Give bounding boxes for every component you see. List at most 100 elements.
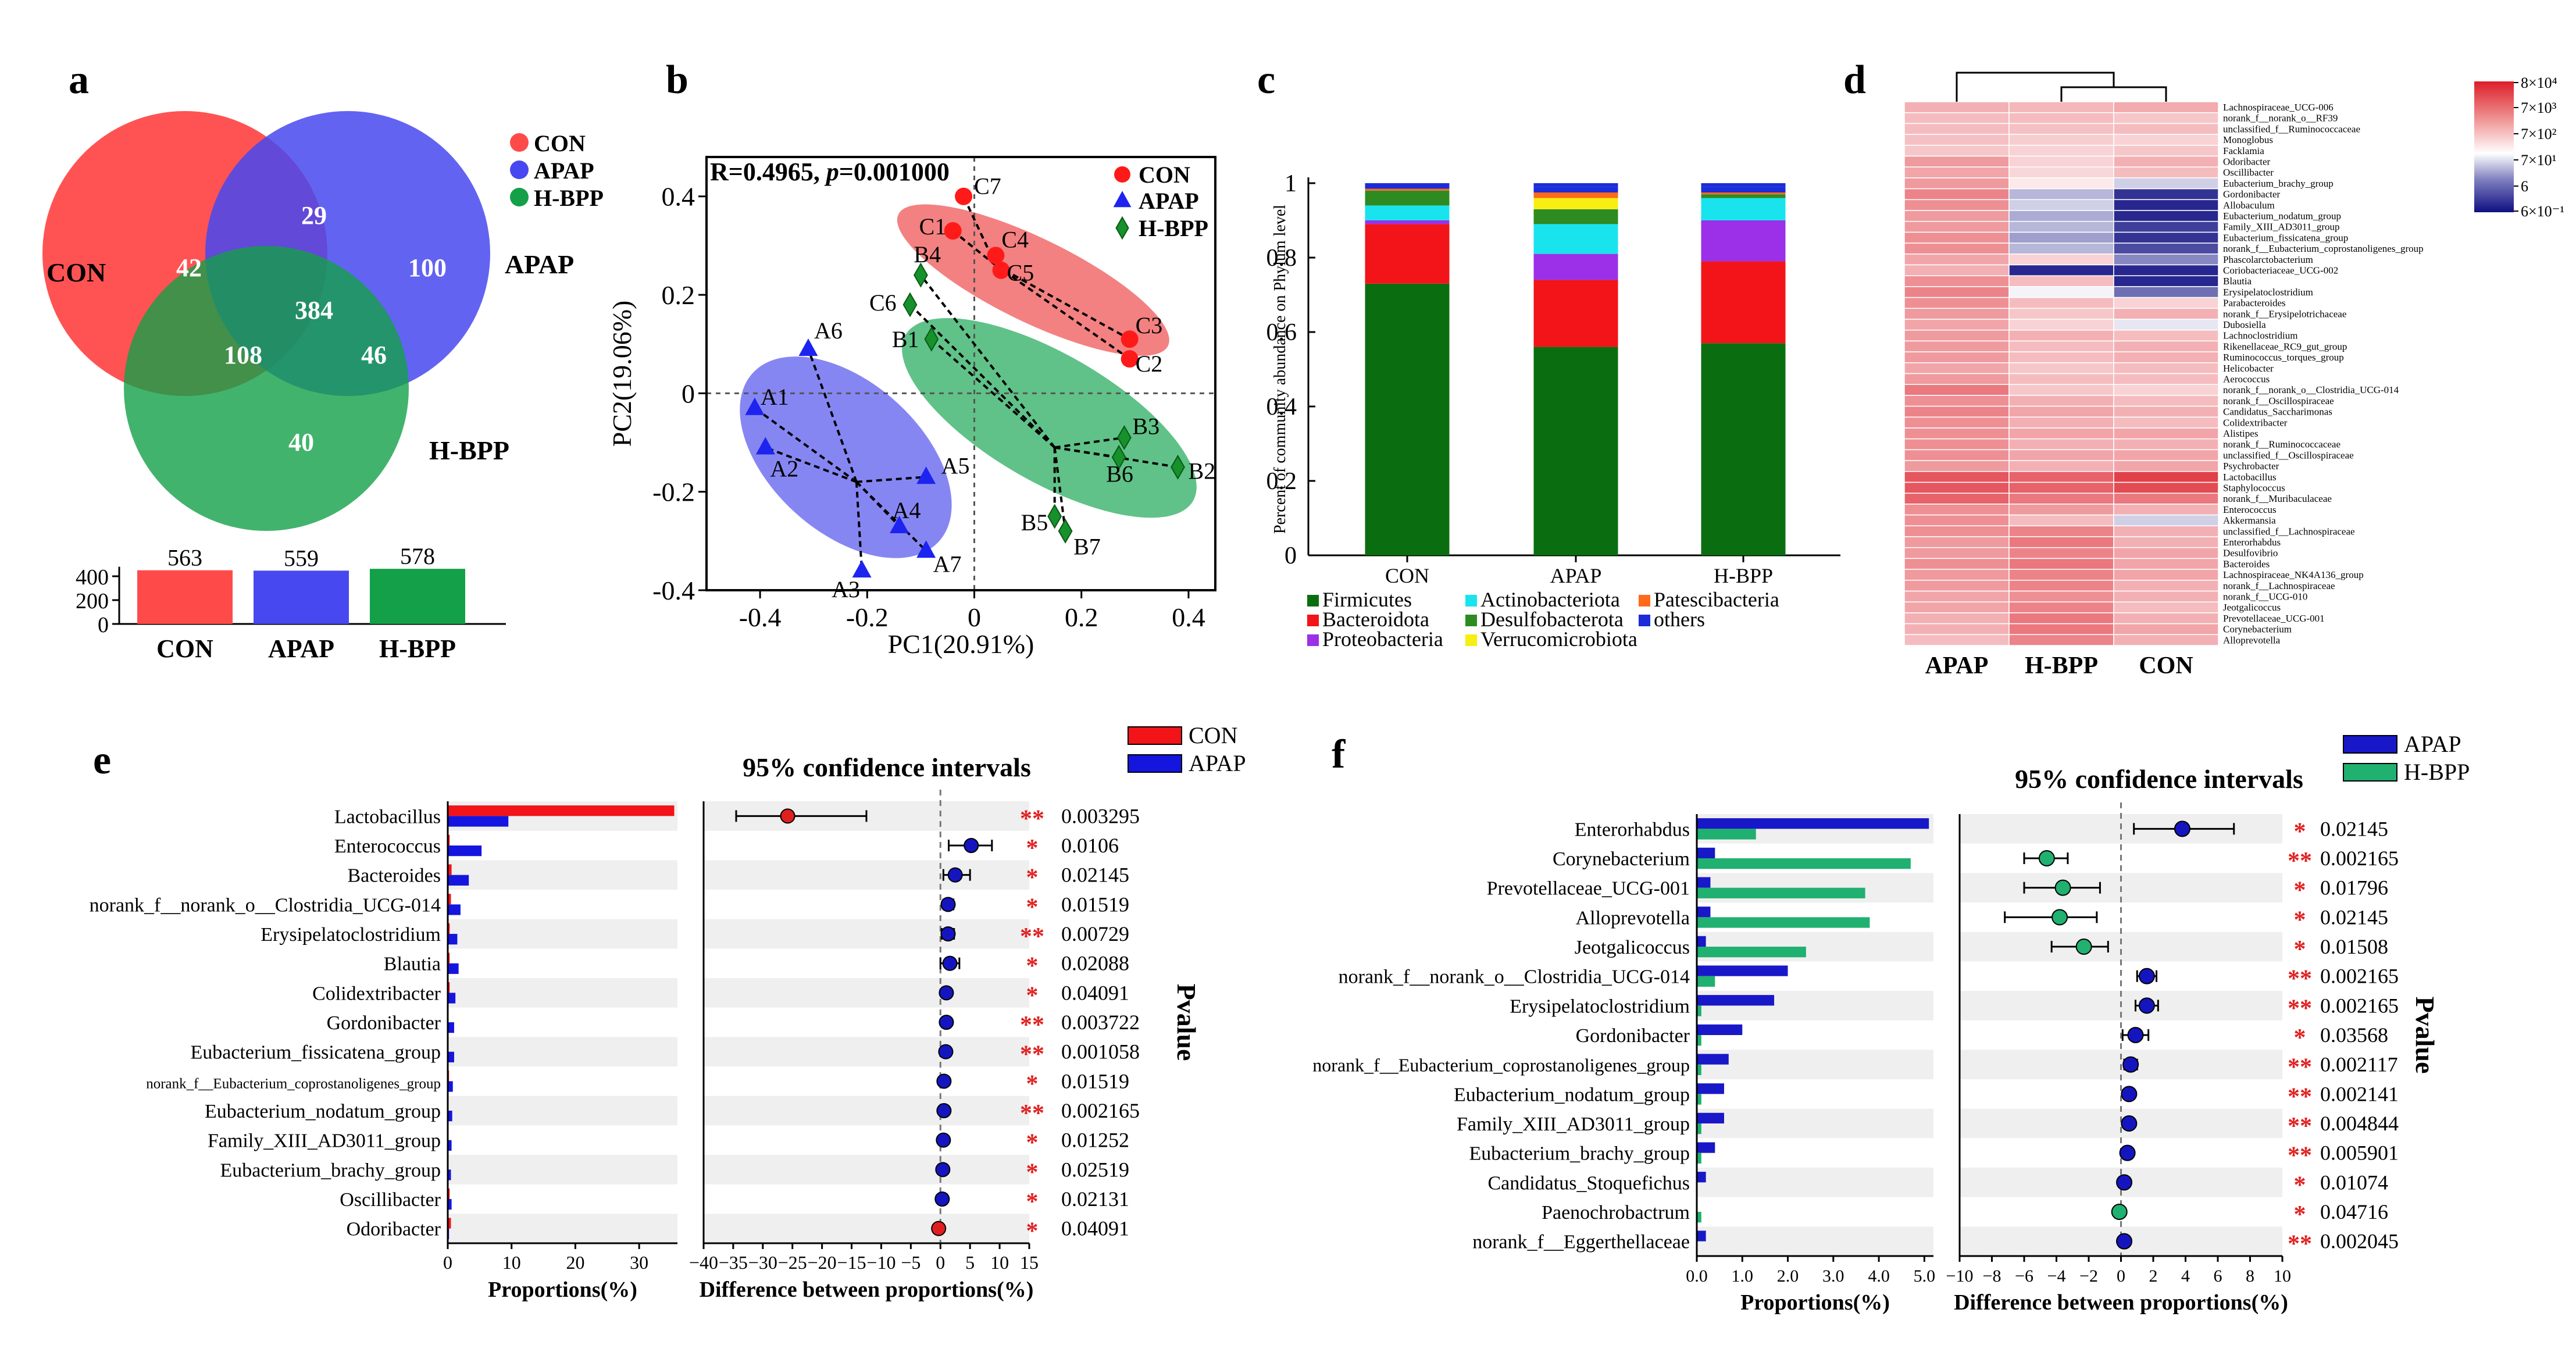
c-legend-swatch [1639,595,1650,607]
c-ytick-label: 0.6 [1266,319,1297,346]
left-xtick-label: 20 [566,1252,584,1273]
taxon-label: norank_f__Eggerthellaceae [1472,1232,1690,1253]
proportion-bar-a [1697,907,1711,918]
heatmap-cell [1904,297,2010,309]
heatmap-row-label: Colidextribacter [2223,417,2288,428]
row-stripe [1697,1108,1933,1139]
heatmap-row-label: Coriobacteriaceae_UCG-002 [2223,265,2338,276]
pca-spider-line [855,481,864,571]
taxon-label: Erysipelatoclostridium [1510,996,1690,1017]
legend-a-hbpp: H-BPP [534,185,604,211]
taxon-label: Bacteroides [348,865,441,887]
heatmap-cell [2113,264,2219,276]
pca-point-a5 [916,466,936,484]
pvalue-label: 0.002165 [2320,847,2399,870]
heatmap-cell [2008,231,2114,244]
heatmap-cell [2113,590,2219,602]
proportion-bar-b [1697,1035,1701,1046]
pca-legend-con: CON [1139,162,1190,188]
heatmap-row-label: Allobaculum [2223,199,2275,211]
heatmap-cell [1904,340,2010,352]
proportion-bar-a [1697,818,1929,829]
legend-a-apap: APAP [534,158,594,184]
row-stripe [704,1037,1029,1066]
heatmap-cell [2113,460,2219,472]
significance-stars: * [1026,894,1039,921]
pca-point-label: A4 [893,497,921,523]
right-xtick-label: −35 [719,1252,748,1273]
diff-point [935,1162,951,1178]
pca-annotation-pvalue: =0.001000 [839,158,950,186]
heatmap-cell [2113,427,2219,440]
significance-stars: * [1026,1189,1039,1215]
taxon-label: Eubacterium_brachy_group [1469,1143,1690,1165]
diff-point [2116,1174,2133,1191]
pca-spider-line [855,481,927,552]
panel-f-letter: f [1332,732,1346,777]
c-legend-swatch [1465,615,1477,626]
venn-count-apap-hbpp: 46 [361,341,387,369]
heatmap-cell [2008,612,2114,625]
a-bar-value-label: 578 [400,543,435,569]
row-stripe [704,1214,1029,1243]
right-xtick-label: 10 [2274,1266,2291,1286]
proportion-bar-a [1697,847,1715,858]
significance-stars: * [1026,1130,1039,1157]
heatmap-cell [2113,416,2219,429]
right-xtick-label: 8 [2246,1266,2254,1286]
significance-stars: * [2294,818,2306,845]
taxon-label: Eubacterium_nodatum_group [205,1101,441,1122]
proportion-bar-b [1697,917,1870,928]
pca-legend-marker [1113,191,1132,208]
heatmap-cell [2113,254,2219,266]
heatmap-row-label: Eubacterium_nodatum_group [2223,211,2341,222]
heatmap-cell [2008,471,2114,483]
significance-stars: * [1026,835,1039,862]
heatmap-cell [1904,134,2010,146]
heatmap-cell [2113,112,2219,124]
pvalue-label: 0.004844 [2320,1112,2399,1135]
diff-point [934,1191,950,1207]
c-legend-patescibacteria: Patescibacteria [1654,588,1779,611]
pca-point-c5 [992,261,1010,279]
pca-point-c6 [902,292,918,317]
heatmap-cell [2113,231,2219,244]
c-bar-segment-desulfobacterota [1365,190,1450,206]
heatmap-row-label: Oscillibacter [2223,167,2274,178]
heatmap-cell [2113,134,2219,146]
heatmap-cell [2008,254,2114,266]
pvalue-label: 0.005901 [2320,1141,2399,1165]
pvalue-label: 0.01508 [2320,935,2388,958]
pca-xtick-label: -0.4 [739,602,782,632]
proportion-bar-a [1697,1024,1743,1035]
heatmap-cell [2008,155,2114,167]
c-legend-others: others [1654,608,1705,631]
heatmap-cell [1904,199,2010,211]
pca-point-a1 [745,397,765,415]
row-stripe [1960,932,2282,962]
legend-swatch-a [2343,735,2397,754]
heatmap-cell [2008,416,2114,429]
heatmap-row-label: Eubacterium_fissicatena_group [2223,232,2348,243]
proportion-bar-a [1697,877,1711,888]
diff-point [2111,1204,2128,1220]
heatmap-cell [1904,405,2010,418]
heatmap-cell [1904,264,2010,276]
row-stripe [704,919,1029,949]
pca-point-label: A5 [941,452,970,479]
diff-point [936,1103,952,1118]
heatmap-cell [1904,101,2010,113]
heatmap-row-label: norank_f__Ruminococcaceae [2223,439,2340,450]
taxon-label: Blautia [384,954,441,975]
ci-title: 95% confidence intervals [2015,764,2303,794]
c-bar-segment-proteobacteria [1533,254,1618,280]
heatmap-row-label: unclassified_f__Ruminococcaceae [2223,123,2360,134]
a-bar-category-label: APAP [268,634,334,663]
heatmap-cell [1904,514,2010,527]
pca-point-c4 [987,247,1005,265]
taxon-label: Eubacterium_nodatum_group [1454,1084,1690,1105]
right-xtick-label: −6 [2015,1266,2033,1286]
diff-point [2138,968,2155,984]
right-xtick-label: 0 [936,1252,945,1273]
c-xtick-label: CON [1385,564,1429,587]
